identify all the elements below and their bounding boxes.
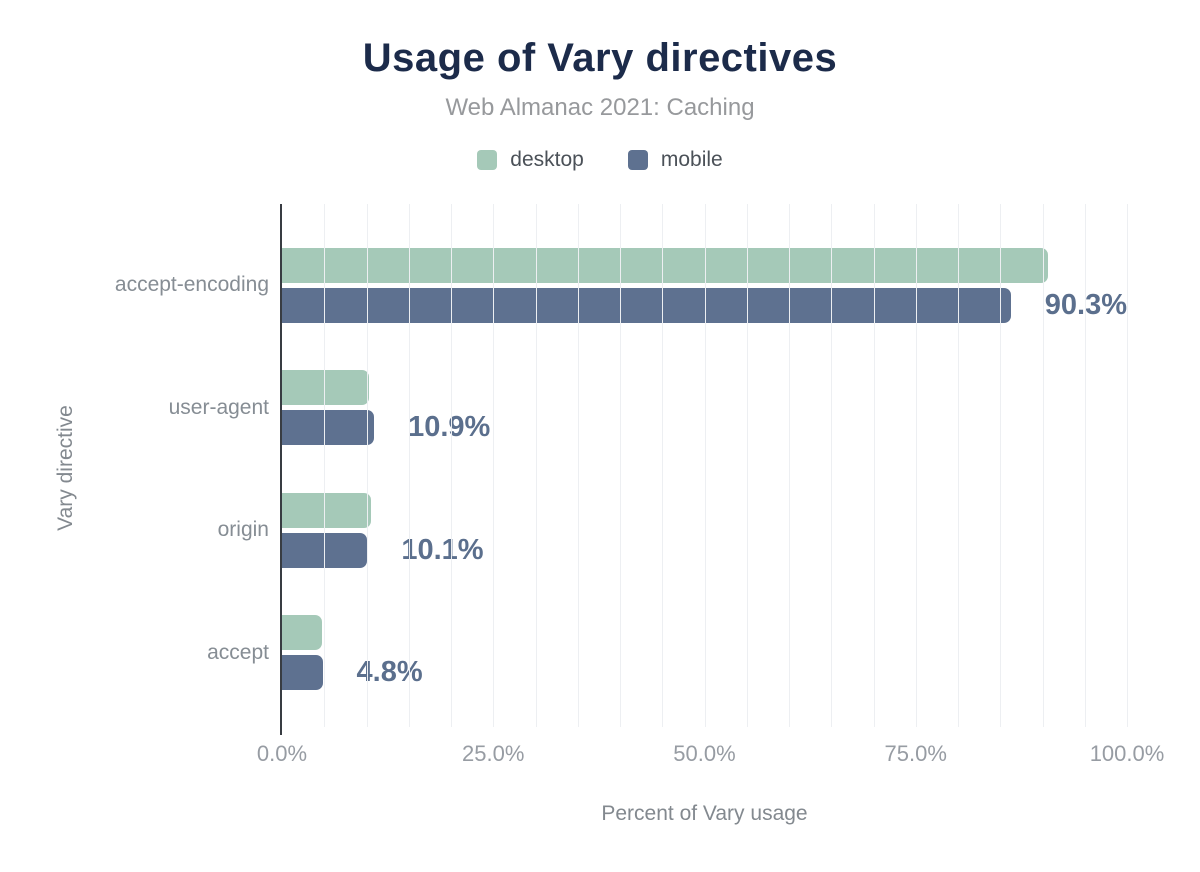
category-label: accept-encoding: [114, 273, 269, 297]
value-label: 10.9%: [408, 411, 491, 444]
gridline: [873, 204, 875, 727]
x-axis-title: Percent of Vary usage: [601, 802, 808, 825]
chart-title: Usage of Vary directives: [362, 36, 838, 80]
x-tick-label: 25.0%: [462, 741, 525, 766]
bar-line: [282, 615, 1127, 651]
plot-area: accept-encoding 90.3% user-agent 10.9% origi…: [115, 204, 1128, 733]
x-tick-label: 50.0%: [673, 741, 736, 766]
x-tick-label: 75.0%: [884, 741, 947, 766]
x-tick-label: 100.0%: [1089, 741, 1165, 766]
legend-item-desktop[interactable]: desktop: [477, 148, 584, 172]
gridline: [704, 204, 706, 727]
gridline: [662, 204, 664, 727]
gridline: [324, 204, 326, 727]
gridline: [1042, 204, 1044, 727]
gridline: [1084, 204, 1086, 727]
value-label: 10.1%: [401, 533, 484, 566]
bar-desktop-accept[interactable]: [282, 615, 322, 651]
gridline: [789, 204, 790, 727]
legend-swatch-icon: [627, 150, 648, 170]
y-axis-title: Vary directive: [54, 405, 77, 531]
bar-mobile-accept-encoding[interactable]: [282, 287, 1011, 323]
gridline: [408, 204, 410, 727]
bar-mobile-accept[interactable]: [282, 655, 323, 691]
bar-line: 10.1%: [282, 532, 1127, 568]
gridline: [831, 204, 833, 727]
gridline: [366, 204, 368, 727]
gridline: [958, 204, 959, 727]
bar-line: 4.8%: [282, 655, 1127, 691]
bar-line: [282, 370, 1127, 406]
gridline: [620, 204, 621, 727]
bar-desktop-accept-encoding[interactable]: [282, 247, 1048, 283]
chart-subtitle: Web Almanac 2021: Caching: [445, 94, 755, 121]
gridline: [451, 204, 452, 727]
gridline: [746, 204, 748, 727]
legend-label: desktop: [510, 148, 584, 171]
x-tick-label: 0.0%: [256, 741, 308, 766]
bar-desktop-origin[interactable]: [282, 492, 371, 528]
gridline: [535, 204, 537, 727]
bar-line: 10.9%: [282, 410, 1127, 446]
legend-swatch-icon: [477, 150, 498, 170]
value-label: 4.8%: [356, 656, 423, 689]
x-axis-ticks: 0.0% 25.0% 50.0% 75.0% 100.0%: [257, 741, 1164, 769]
value-label: 90.3%: [1044, 288, 1127, 321]
gridline: [915, 204, 917, 727]
legend-label: mobile: [660, 148, 723, 171]
category-label: accept: [207, 640, 269, 664]
legend: desktop mobile: [0, 148, 1200, 172]
bar-line: [282, 492, 1127, 528]
category-label: user-agent: [168, 395, 269, 419]
y-axis-line: [280, 204, 282, 735]
category-label: origin: [217, 518, 269, 542]
legend-item-mobile[interactable]: mobile: [627, 148, 723, 172]
bar-desktop-user-agent[interactable]: [282, 370, 370, 406]
bar-line: 90.3%: [282, 287, 1127, 323]
chart-row-user-agent: user-agent 10.9%: [169, 347, 1127, 470]
gridline: [1127, 204, 1128, 727]
chart-row-origin: origin 10.1%: [218, 469, 1127, 592]
gridline: [1000, 204, 1002, 727]
bar-mobile-user-agent[interactable]: [282, 410, 375, 446]
gridline: [577, 204, 579, 727]
gridline: [493, 204, 495, 727]
chart-row-accept: accept 4.8%: [207, 592, 1127, 715]
